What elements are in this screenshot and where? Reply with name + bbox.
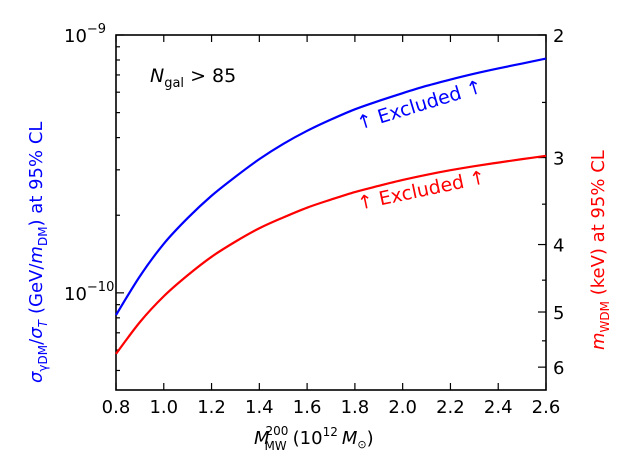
left-axis-ticks: 10−910−10 — [64, 22, 124, 372]
left-label-sub2: T — [36, 318, 50, 327]
x-tick-label: 2.2 — [436, 397, 465, 418]
red-excluded-label: ↑ Excluded ↑ — [355, 166, 487, 215]
x-label-units-close: ) — [367, 428, 374, 449]
left-label-close: ) at 95% CL — [26, 122, 47, 227]
right-label-rest: (keV) at 95% CL — [588, 150, 609, 301]
left-label-sym3: m — [26, 246, 47, 264]
left-label-sym1: σ — [26, 371, 47, 383]
x-tick-label: 1.4 — [245, 397, 274, 418]
ngal-symbol: N — [150, 65, 164, 87]
x-label-subscript: MW — [264, 439, 286, 453]
left-label-paren: (GeV/ — [26, 263, 47, 314]
right-tick-label: 5 — [553, 303, 564, 324]
right-label-subscript: WDM — [598, 301, 612, 332]
blue-excluded-label: ↑ Excluded ↑ — [354, 76, 485, 135]
right-tick-label: 2 — [553, 26, 564, 47]
left-label-sub3: DM — [36, 226, 50, 246]
x-label-symbol: M — [254, 428, 270, 449]
right-tick-label: 3 — [553, 149, 564, 170]
x-tick-label: 0.8 — [102, 397, 131, 418]
right-axis-label: mWDM (keV) at 95% CL — [588, 150, 612, 350]
ngal-relation: > 85 — [190, 65, 236, 87]
x-label-units-sub: ⊙ — [357, 438, 366, 451]
x-label-units-exp: 12 — [323, 425, 338, 439]
x-tick-label: 2.4 — [484, 397, 513, 418]
x-tick-label: 1.6 — [293, 397, 322, 418]
right-axis-ticks: 2 3 4 5 6 — [538, 26, 564, 379]
left-tick-base: 10 — [64, 284, 87, 305]
x-tick-label: 2.0 — [388, 397, 417, 418]
x-label-superscript: 200 — [266, 424, 289, 438]
left-axis-label: σγDM/σT(GeV/mDM) at 95% CL — [26, 122, 50, 383]
plot-frame — [115, 34, 547, 391]
left-label-sub1: γDM — [36, 345, 50, 372]
right-label-symbol: m — [588, 332, 609, 350]
m_WDM_limit-line — [115, 154, 547, 355]
right-tick-label: 6 — [553, 358, 564, 379]
x-tick-label: 1.0 — [149, 397, 178, 418]
right-tick-label: 4 — [553, 236, 564, 257]
left-label-slash1: / — [26, 338, 47, 345]
x-label-units-prefix: (10 — [293, 428, 323, 449]
ngal-annotation: Ngal > 85 — [150, 65, 236, 91]
x-axis-ticks: 0.8 1.0 1.2 1.4 1.6 1.8 2.0 2.2 2.4 2.6 — [102, 35, 561, 418]
left-tick-label: 10−9 — [64, 22, 106, 47]
left-tick-exponent: −10 — [87, 280, 114, 295]
sigma_gammaDM_limit-line — [115, 57, 547, 316]
x-axis-label: M200 MW (1012 M⊙) — [254, 424, 374, 453]
x-tick-label: 2.6 — [532, 397, 561, 418]
x-tick-label: 1.2 — [197, 397, 226, 418]
left-tick-base: 10 — [64, 26, 87, 47]
series-lines — [115, 57, 547, 355]
ngal-subscript: gal — [164, 76, 184, 91]
x-tick-label: 1.8 — [341, 397, 370, 418]
left-tick-label: 10−10 — [64, 280, 114, 305]
left-tick-exponent: −9 — [87, 22, 106, 37]
x-label-units-symbol: M — [342, 428, 358, 449]
left-label-sym2: σ — [26, 327, 47, 339]
